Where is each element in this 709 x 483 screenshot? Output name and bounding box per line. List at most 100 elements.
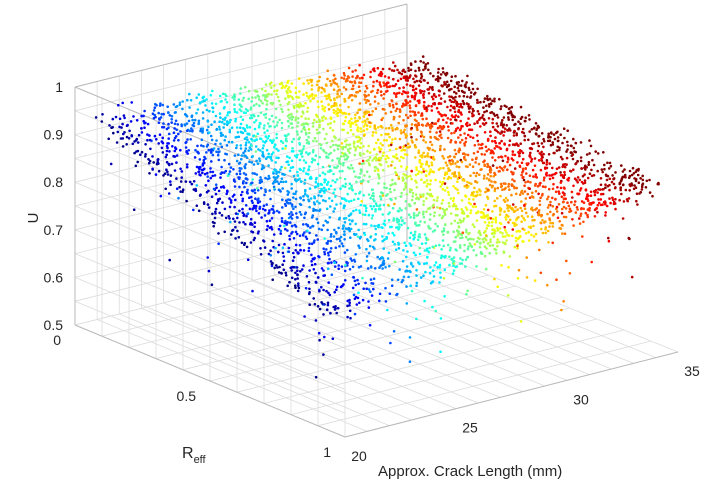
scatter-point bbox=[420, 171, 423, 174]
scatter-point bbox=[311, 97, 315, 100]
scatter-point bbox=[402, 275, 406, 279]
scatter-point bbox=[322, 108, 325, 111]
scatter-point bbox=[412, 216, 416, 220]
scatter-point bbox=[465, 228, 468, 232]
scatter-point bbox=[503, 187, 506, 191]
scatter-point bbox=[442, 92, 446, 95]
scatter-point bbox=[460, 160, 464, 164]
z-tick-label: 0.8 bbox=[44, 174, 64, 190]
scatter-point bbox=[520, 209, 524, 213]
scatter-point bbox=[371, 159, 374, 162]
scatter-point bbox=[328, 216, 332, 219]
scatter-point bbox=[161, 103, 165, 107]
scatter-point bbox=[307, 280, 311, 284]
scatter-point bbox=[250, 100, 253, 103]
y-axis-label: Reff bbox=[182, 445, 207, 466]
scatter-point bbox=[417, 123, 421, 127]
scatter-point bbox=[298, 202, 302, 206]
scatter-point bbox=[281, 110, 284, 113]
scatter-point bbox=[266, 129, 269, 132]
scatter-point bbox=[199, 174, 202, 177]
scatter-point bbox=[209, 170, 212, 174]
scatter-point bbox=[147, 158, 150, 161]
scatter-point bbox=[406, 95, 410, 98]
scatter-point bbox=[523, 218, 527, 222]
scatter-point bbox=[598, 188, 602, 191]
scatter-point bbox=[463, 185, 467, 188]
scatter-point bbox=[348, 268, 352, 271]
scatter-point bbox=[442, 277, 446, 280]
scatter-point bbox=[122, 132, 125, 136]
scatter-point bbox=[498, 97, 501, 101]
scatter-point bbox=[375, 157, 379, 161]
scatter-point bbox=[322, 115, 326, 118]
scatter-point bbox=[461, 209, 465, 213]
scatter-point bbox=[314, 375, 318, 379]
scatter-point bbox=[443, 182, 447, 185]
scatter-point bbox=[243, 149, 247, 153]
scatter-point bbox=[382, 97, 385, 100]
scatter-point bbox=[408, 204, 412, 208]
scatter-point bbox=[500, 264, 503, 267]
scatter-point bbox=[407, 146, 411, 149]
scatter-point bbox=[294, 91, 298, 94]
scatter-point bbox=[519, 105, 523, 109]
scatter-point bbox=[566, 144, 569, 147]
scatter-point bbox=[496, 116, 500, 119]
scatter-point bbox=[286, 81, 289, 84]
scatter-point bbox=[476, 193, 479, 197]
scatter-point bbox=[453, 155, 456, 159]
scatter-point bbox=[391, 240, 395, 244]
scatter-point bbox=[445, 85, 449, 89]
scatter-point bbox=[284, 219, 287, 223]
scatter-point bbox=[271, 102, 275, 105]
scatter-point bbox=[172, 103, 176, 106]
scatter-point bbox=[281, 187, 285, 190]
scatter-point bbox=[456, 207, 459, 211]
scatter-point bbox=[347, 66, 351, 70]
scatter-point bbox=[317, 89, 320, 92]
scatter-point bbox=[211, 153, 215, 157]
scatter-point bbox=[523, 207, 527, 210]
scatter-point bbox=[174, 111, 177, 114]
scatter-point bbox=[387, 144, 391, 147]
scatter-point bbox=[442, 227, 446, 230]
scatter-point bbox=[244, 163, 248, 166]
scatter-point bbox=[346, 261, 349, 265]
scatter-point bbox=[285, 201, 289, 204]
scatter-point bbox=[566, 140, 569, 144]
scatter-point bbox=[447, 201, 451, 205]
scatter-point bbox=[551, 221, 555, 225]
scatter-point bbox=[499, 222, 503, 226]
scatter-point bbox=[277, 227, 281, 231]
scatter-point bbox=[419, 195, 423, 199]
scatter-point bbox=[432, 74, 435, 78]
scatter-point bbox=[325, 289, 328, 293]
scatter-point bbox=[332, 88, 336, 91]
scatter-point bbox=[528, 174, 532, 177]
scatter-point bbox=[583, 179, 587, 182]
scatter-point bbox=[549, 221, 552, 225]
scatter-point bbox=[406, 101, 410, 105]
scatter-point bbox=[284, 180, 288, 183]
scatter-point bbox=[500, 139, 503, 143]
scatter-point bbox=[452, 202, 456, 206]
scatter-point bbox=[496, 145, 499, 148]
scatter-point bbox=[302, 195, 305, 198]
scatter-point bbox=[275, 209, 279, 213]
scatter-point bbox=[260, 167, 264, 171]
scatter-point bbox=[441, 67, 445, 70]
scatter-point bbox=[388, 135, 391, 139]
scatter-point bbox=[167, 137, 170, 140]
scatter-point bbox=[222, 185, 225, 188]
scatter-point bbox=[492, 235, 496, 238]
scatter-point bbox=[356, 145, 360, 148]
scatter-point bbox=[486, 208, 490, 212]
scatter-point bbox=[410, 289, 414, 293]
scatter-point bbox=[501, 125, 505, 129]
scatter-point bbox=[412, 251, 416, 254]
scatter-point bbox=[411, 110, 415, 113]
scatter-point bbox=[160, 140, 164, 143]
scatter-point bbox=[451, 204, 455, 208]
scatter-point bbox=[367, 306, 371, 309]
